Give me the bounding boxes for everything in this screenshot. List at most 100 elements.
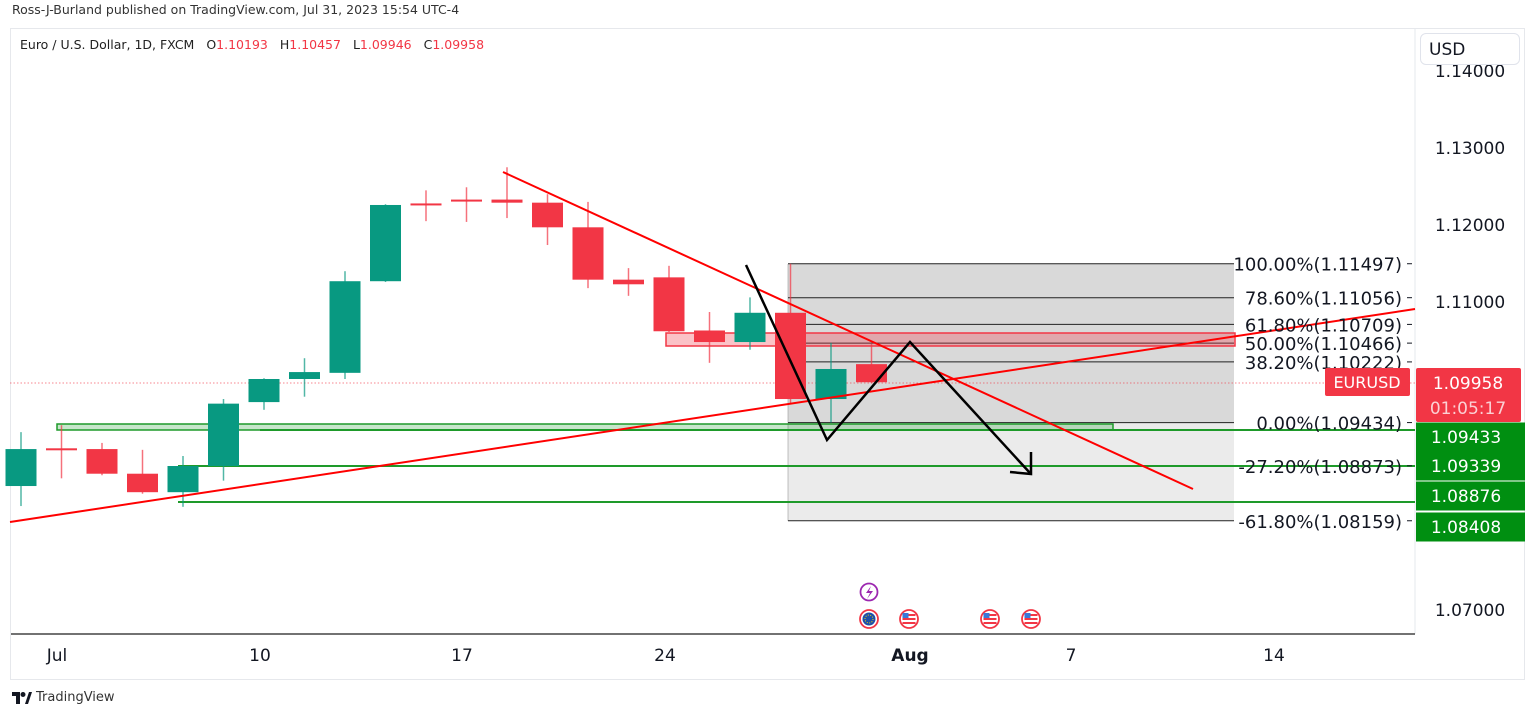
candle [167, 456, 199, 507]
candle-body [46, 448, 77, 451]
candle [491, 167, 523, 219]
level-price-label: 1.08876 [1431, 487, 1501, 507]
tradingview-logo-icon [12, 691, 32, 704]
symbol-legend: Euro / U.S. Dollar, 1D, FXCM O1.10193 H1… [20, 37, 484, 52]
time-axis-label: 17 [451, 646, 473, 666]
close-label: C [423, 37, 433, 52]
bar-countdown: 01:05:17 [1430, 399, 1506, 419]
resistance-zone[interactable] [665, 332, 1236, 347]
candle [653, 265, 685, 333]
price-axis-label: 1.13000 [1435, 139, 1505, 159]
candle [248, 378, 280, 410]
price-axis-label: 1.07000 [1435, 601, 1505, 621]
descending-trendline[interactable] [502, 171, 1194, 490]
candle-body [208, 403, 239, 467]
time-axis-label: 24 [654, 646, 676, 666]
candle-body [5, 449, 37, 487]
low-value: 1.09946 [359, 37, 412, 52]
close-value: 1.09958 [432, 37, 485, 52]
candle [451, 187, 482, 222]
candle [5, 432, 37, 507]
last-price-tag [1416, 368, 1521, 422]
symbol-tag-bg [1325, 368, 1410, 396]
high-label: H [279, 37, 290, 52]
level-price-label: 1.08408 [1431, 518, 1501, 538]
low-label: L [352, 37, 360, 52]
open-value: 1.10193 [216, 37, 268, 52]
symbol-name[interactable]: Euro / U.S. Dollar, 1D, FXCM [20, 37, 195, 52]
fib-retracement[interactable] [787, 263, 1234, 522]
symbol-tag: EURUSD [1333, 373, 1400, 392]
ascending-trendline[interactable] [9, 308, 1416, 523]
us-flag-event-icon[interactable] [899, 609, 919, 629]
open-label: O [206, 37, 217, 52]
eu-flag-event-icon[interactable] [859, 609, 879, 629]
publisher-note: Ross-J-Burland published on TradingView.… [12, 2, 460, 17]
candles [5, 167, 887, 507]
tradingview-brand[interactable]: TradingView [12, 690, 115, 705]
high-value: 1.10457 [289, 37, 341, 52]
level-price-tag [1416, 512, 1525, 542]
candle-body [815, 368, 847, 400]
last-price: 1.09958 [1433, 374, 1503, 394]
candle [734, 297, 766, 350]
candle [127, 449, 158, 494]
candle [86, 442, 118, 476]
lightning-event-icon[interactable] [859, 582, 879, 602]
candle [329, 271, 361, 379]
level-price-tag [1416, 481, 1525, 511]
us-flag-event-icon[interactable] [1021, 609, 1041, 629]
candle [532, 194, 563, 246]
candle [815, 342, 847, 423]
projection-arrow[interactable] [744, 264, 1033, 476]
candle-body [532, 202, 563, 228]
support-levels[interactable] [56, 423, 1415, 503]
candle-body [127, 473, 158, 493]
fib-level-label: 0.00%(1.09434) [1256, 414, 1402, 435]
candle-body [653, 277, 685, 332]
price-axis-label: 1.14000 [1435, 62, 1505, 82]
candle [572, 201, 604, 289]
candle-body [451, 199, 482, 202]
fib-level-label: -27.20%(1.08873) [1238, 457, 1402, 478]
fib-level-label: -61.80%(1.08159) [1238, 512, 1402, 533]
time-axis-label: 14 [1263, 646, 1285, 666]
fib-level-label: 61.80%(1.10709) [1245, 315, 1402, 336]
time-axis-label: 10 [249, 646, 271, 666]
candle [46, 425, 77, 479]
candle [208, 399, 239, 481]
candle [289, 358, 320, 397]
candle-body [572, 227, 604, 280]
level-price-label: 1.09433 [1431, 428, 1501, 448]
candle-body [86, 449, 118, 474]
time-axis-label: Jul [46, 646, 68, 666]
candle [613, 268, 644, 296]
candle-body [248, 379, 280, 403]
event-markers[interactable] [859, 582, 1041, 629]
candle-body [329, 281, 361, 373]
candle-body [167, 466, 199, 493]
us-flag-event-icon[interactable] [980, 609, 1000, 629]
level-price-label: 1.09339 [1431, 457, 1501, 477]
candle [410, 190, 442, 222]
candle [694, 312, 725, 363]
candle-body [734, 312, 766, 343]
candle [370, 204, 401, 282]
candle-body [613, 279, 644, 285]
candle-body [410, 203, 442, 206]
candle-body [491, 199, 523, 203]
level-price-tag [1416, 422, 1525, 452]
price-axis-label: 1.12000 [1435, 216, 1505, 236]
chart-frame [10, 28, 1525, 680]
level-price-tag [1416, 451, 1525, 481]
time-axis-label: 7 [1066, 646, 1077, 666]
currency-button[interactable]: USD [1420, 33, 1520, 65]
fib-level-label: 78.60%(1.11056) [1245, 289, 1402, 310]
candle-body [694, 330, 725, 343]
candle-body [370, 204, 401, 282]
fib-level-label: 100.00%(1.11497) [1233, 255, 1402, 276]
price-axis-label: 1.11000 [1435, 293, 1505, 313]
fib-level-label: 50.00%(1.10466) [1245, 334, 1402, 355]
time-axis-label: Aug [891, 646, 928, 666]
